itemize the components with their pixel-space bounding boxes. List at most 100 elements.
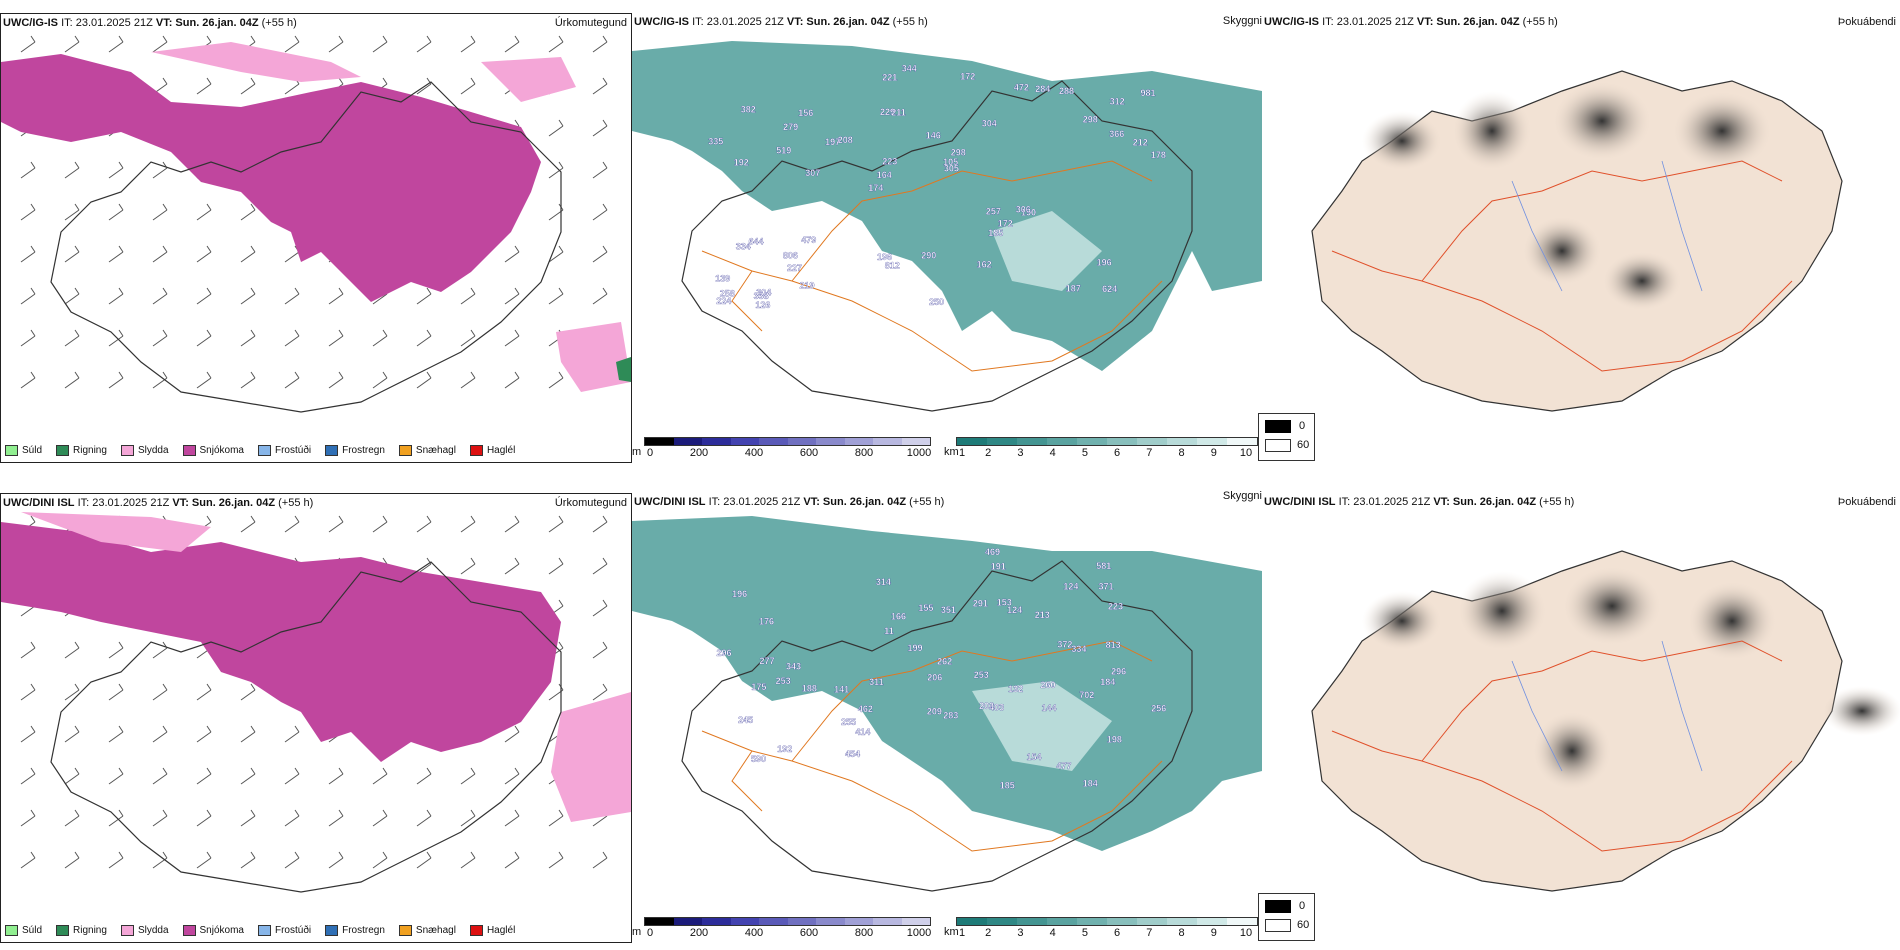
colorbar-tick: 2 <box>985 447 992 459</box>
wind-barb <box>108 851 124 869</box>
height-label: 477 <box>1056 761 1071 771</box>
height-label: 702 <box>1079 690 1094 700</box>
wind-barb <box>152 245 168 263</box>
wind-barb <box>64 203 80 221</box>
wind-barb <box>548 119 564 137</box>
height-label: 124 <box>1063 581 1078 591</box>
height-label: 296 <box>1111 666 1126 676</box>
height-label: 462 <box>858 704 873 714</box>
wind-barb <box>416 287 432 305</box>
height-label: 479 <box>801 235 816 245</box>
wind-barb <box>548 557 564 575</box>
wind-barb <box>64 725 80 743</box>
legend-swatch <box>398 445 412 456</box>
wind-barb <box>504 767 520 785</box>
legend-swatch <box>469 925 483 936</box>
legend-label: Frostúði <box>274 925 312 936</box>
height-label: 245 <box>738 715 753 725</box>
colorbar-tick: 1 <box>958 447 966 459</box>
wind-barb <box>548 245 564 263</box>
colorbar-tick: 800 <box>854 927 874 939</box>
panel-variable-name: Þokuábendi <box>1837 496 1896 508</box>
legend-label: Súld <box>22 445 43 456</box>
wind-barb <box>152 329 168 347</box>
legend-swatch <box>56 445 70 456</box>
wind-barb <box>504 329 520 347</box>
legend-item: Snæhagl <box>398 445 456 456</box>
wind-barb <box>152 809 168 827</box>
colorbar-tick: 10 <box>1239 927 1253 939</box>
height-label: 250 <box>929 297 944 307</box>
wind-barb <box>460 809 476 827</box>
height-label: 224 <box>716 296 731 306</box>
wind-barb <box>240 767 256 785</box>
wind-barb <box>20 161 36 179</box>
wind-barb <box>460 851 476 869</box>
fog-patch <box>1452 91 1532 171</box>
wind-barb <box>592 683 608 701</box>
height-label: 124 <box>1007 605 1022 615</box>
wind-barb <box>284 329 300 347</box>
height-label: 343 <box>786 662 801 672</box>
wind-barb <box>592 245 608 263</box>
wind-barb <box>108 767 124 785</box>
visibility-field <box>632 41 1262 371</box>
wind-barb <box>196 767 212 785</box>
panel-variable-name: Úrkomutegund <box>554 497 627 509</box>
wind-barb <box>108 329 124 347</box>
wind-barb <box>460 35 476 53</box>
wind-barb <box>284 767 300 785</box>
panel-title: UWC/DINI ISL IT: 23.01.2025 21Z VT: Sun.… <box>634 496 945 508</box>
iceland-outline <box>50 561 562 893</box>
wind-barb <box>592 119 608 137</box>
wind-barb <box>592 35 608 53</box>
wind-barb <box>64 809 80 827</box>
wind-barb <box>240 851 256 869</box>
wind-barb <box>504 35 520 53</box>
precip-legend: Súld Rigning Slydda Snjókoma Frostúði Frostre… <box>5 925 515 936</box>
wind-barb <box>284 35 300 53</box>
legend-item: Súld <box>5 445 42 456</box>
height-label: 454 <box>845 749 860 759</box>
sleet-area <box>21 512 211 552</box>
wind-barb <box>240 683 256 701</box>
legend-item: Frostúði <box>257 925 312 936</box>
legend-label: Frostúði <box>274 445 312 456</box>
iceland-outline <box>681 80 1193 412</box>
height-label: 221 <box>882 73 897 83</box>
legend-label: Rigning <box>73 925 107 936</box>
wind-barb <box>460 557 476 575</box>
roads <box>701 640 1163 852</box>
panel-title: UWC/IG-IS IT: 23.01.2025 21Z VT: Sun. 26… <box>3 17 297 29</box>
legend-label: Súld <box>22 925 43 936</box>
wind-barb <box>416 767 432 785</box>
height-label: 519 <box>776 146 791 156</box>
iceland-outline <box>50 81 562 413</box>
height-label: 305 <box>944 164 959 174</box>
height-label: 208 <box>838 135 853 145</box>
height-label: 196 <box>1097 258 1112 268</box>
height-label: 190 <box>1021 208 1036 218</box>
visibility-colorbar: km 1 2 3 4 5 6 7 8 9 10 <box>944 917 1264 941</box>
height-label: 283 <box>943 710 958 720</box>
height-colorbar: m 0 200 400 600 800 1000 <box>632 917 932 941</box>
fog-patch <box>1602 251 1682 311</box>
roads <box>1331 640 1793 852</box>
legend-swatch <box>5 445 18 456</box>
wind-barb <box>328 515 344 533</box>
visibility-map: 624 192 312 174 304 304 229 146 644 208 139 227 211 2… <box>632 41 1262 412</box>
height-label: 291 <box>973 599 988 609</box>
height-label: 166 <box>891 611 906 621</box>
colorbar-tick: 5 <box>1081 927 1088 939</box>
fog-patch <box>1562 566 1662 646</box>
wind-barb <box>196 329 212 347</box>
height-label: 344 <box>902 64 917 74</box>
height-label: 206 <box>927 672 942 682</box>
wind-barb <box>20 287 36 305</box>
wind-barb <box>152 287 168 305</box>
colorbar-tick: 1 <box>958 927 966 939</box>
legend-label: Snjókoma <box>199 445 244 456</box>
wind-barb <box>240 809 256 827</box>
wind-barb <box>416 35 432 53</box>
wind-barb <box>20 203 36 221</box>
